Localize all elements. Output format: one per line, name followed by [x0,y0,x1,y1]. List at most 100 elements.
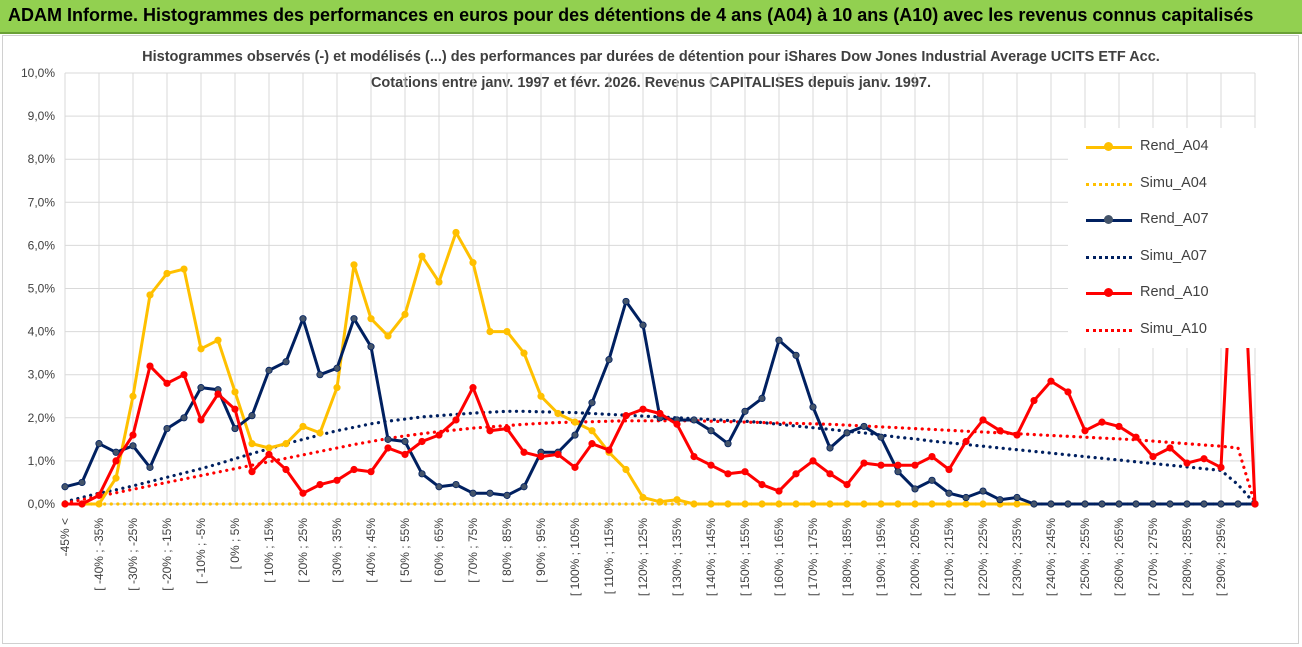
x-tick-label: [ 220% ; 225% [976,518,990,596]
data-point-rend-a04 [214,336,222,344]
x-tick-label: [ 210% ; 215% [942,518,956,596]
x-tick-label: [ 120% ; 125% [636,518,650,596]
x-tick-label: [ 240% ; 245% [1044,518,1058,596]
data-point-rend-a10 [401,450,409,459]
x-tick-label: [ 70% ; 75% [466,518,480,583]
legend-label: Rend_A04 [1140,138,1209,154]
data-point-rend-a10 [690,452,698,461]
data-point-rend-a07 [843,429,851,437]
data-point-rend-a10 [792,470,800,478]
data-point-rend-a10 [1081,427,1089,435]
data-point-rend-a04 [299,422,307,431]
data-point-rend-a04 [656,498,664,506]
data-point-rend-a10 [129,431,137,439]
data-point-rend-a04 [486,327,494,336]
data-point-rend-a07 [588,399,596,407]
data-point-rend-a10 [78,500,86,508]
data-point-rend-a07 [61,483,69,491]
data-point-rend-a10 [316,481,324,489]
x-tick-label: [ 110% ; 115% [602,518,616,595]
data-point-rend-a07 [860,422,868,431]
legend-item: Simu_A10 [1068,319,1258,341]
x-tick-label: [ 60% ; 65% [432,518,446,583]
data-point-rend-a04 [894,500,902,508]
data-point-rend-a07 [792,351,800,359]
data-point-rend-a10 [928,452,936,461]
data-point-rend-a07 [945,489,953,497]
y-tick-label: 1,0% [28,454,56,468]
data-point-rend-a04 [639,493,647,502]
data-point-rend-a04 [962,500,970,508]
data-point-rend-a04 [690,500,698,508]
data-point-rend-a10 [299,489,307,497]
data-point-rend-a07 [265,366,273,374]
data-point-rend-a10 [656,409,664,418]
data-point-rend-a07 [367,343,375,351]
legend-swatch [1086,182,1132,186]
x-tick-label: [ 50% ; 55% [398,518,412,583]
legend-swatch [1086,255,1132,259]
x-tick-label: [ 290% ; 295% [1214,518,1228,596]
data-point-rend-a07 [299,315,307,323]
data-point-rend-a10 [962,437,970,446]
data-point-rend-a07 [877,433,885,441]
data-point-rend-a04 [316,429,324,437]
chart-subtitle: Cotations entre janv. 1997 et févr. 2026… [370,75,932,91]
data-point-rend-a04 [333,384,341,392]
x-tick-label: [ 280% ; 285% [1180,518,1194,596]
data-point-rend-a07 [911,485,919,493]
data-point-rend-a07 [95,440,103,448]
y-tick-label: 7,0% [28,195,56,209]
y-tick-label: 5,0% [28,282,56,296]
data-point-rend-a04 [384,332,392,340]
legend-label: Rend_A10 [1140,284,1209,300]
data-point-rend-a07 [1064,500,1072,508]
data-point-rend-a10 [146,362,154,370]
data-point-rend-a04 [928,500,936,508]
data-point-rend-a10 [265,450,273,459]
data-point-rend-a10 [486,427,494,435]
data-point-rend-a04 [401,310,409,318]
legend-marker [1104,288,1113,297]
legend-item: Rend_A10 [1068,282,1258,304]
x-tick-label: [ 140% ; 145% [704,518,718,596]
data-point-rend-a10 [214,390,222,398]
y-tick-label: 3,0% [28,368,56,382]
data-point-rend-a10 [945,465,953,474]
data-point-rend-a04 [724,500,732,508]
data-point-rend-a07 [282,358,290,366]
data-point-rend-a07 [78,478,86,487]
data-point-rend-a04 [554,409,562,418]
data-point-rend-a04 [435,278,443,286]
legend-marker [1104,142,1113,151]
data-point-rend-a04 [673,496,681,504]
data-point-rend-a07 [401,437,409,446]
data-point-rend-a07 [197,384,205,392]
data-point-rend-a04 [588,427,596,435]
data-point-rend-a04 [792,500,800,508]
legend-label: Rend_A07 [1140,211,1209,227]
data-point-rend-a04 [282,440,290,448]
data-point-rend-a07 [928,476,936,484]
x-tick-label: [ 180% ; 185% [840,518,854,596]
data-point-rend-a10 [520,448,528,456]
data-point-rend-a10 [809,457,817,465]
data-point-rend-a10 [860,459,868,467]
data-point-rend-a10 [1064,388,1072,396]
data-point-rend-a10 [231,405,239,413]
data-point-rend-a04 [367,315,375,323]
data-point-rend-a07 [486,489,494,497]
data-point-rend-a10 [503,424,511,433]
y-tick-label: 4,0% [28,325,56,339]
data-point-rend-a07 [1149,500,1157,508]
x-tick-label: [ 90% ; 95% [534,518,548,583]
data-point-rend-a04 [911,500,919,508]
data-point-rend-a07 [129,442,137,450]
data-point-rend-a10 [571,463,579,471]
data-point-rend-a07 [758,394,766,403]
data-point-rend-a10 [673,420,681,428]
data-point-rend-a07 [1200,500,1208,508]
legend-item: Simu_A04 [1068,173,1258,195]
data-point-rend-a10 [911,461,919,469]
data-point-rend-a10 [894,461,902,469]
